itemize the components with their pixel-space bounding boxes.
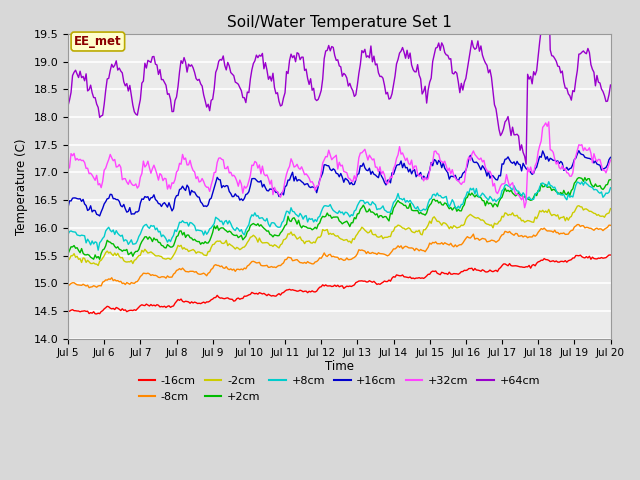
-16cm <box>64 308 72 314</box>
+16cm <box>64 204 72 210</box>
Line: +32cm: +32cm <box>68 122 611 208</box>
-16cm <box>393 272 401 278</box>
+32cm <box>542 120 550 126</box>
-2cm <box>94 263 102 268</box>
+64cm <box>391 73 399 79</box>
+32cm <box>391 163 399 168</box>
+32cm <box>64 166 72 172</box>
-16cm <box>166 304 174 310</box>
-16cm <box>607 252 614 258</box>
+32cm <box>373 164 381 170</box>
Line: +8cm: +8cm <box>68 182 611 250</box>
-16cm <box>404 275 412 280</box>
Legend: -16cm, -8cm, -2cm, +2cm, +8cm, +16cm, +32cm, +64cm: -16cm, -8cm, -2cm, +2cm, +8cm, +16cm, +3… <box>134 372 544 406</box>
-2cm <box>79 255 87 261</box>
+16cm <box>393 163 401 168</box>
+2cm <box>607 177 614 182</box>
+64cm <box>522 161 530 167</box>
+2cm <box>581 175 589 180</box>
-8cm <box>542 227 550 233</box>
Y-axis label: Temperature (C): Temperature (C) <box>15 138 28 235</box>
-8cm <box>79 281 87 287</box>
-8cm <box>393 245 401 251</box>
-8cm <box>166 274 174 280</box>
-16cm <box>79 308 87 314</box>
-8cm <box>404 245 412 251</box>
+16cm <box>575 148 582 154</box>
+16cm <box>166 204 174 210</box>
-16cm <box>374 281 382 287</box>
+64cm <box>373 61 381 67</box>
+2cm <box>542 181 550 187</box>
-2cm <box>166 257 174 263</box>
+8cm <box>79 233 87 239</box>
-8cm <box>607 222 614 228</box>
-8cm <box>573 222 581 228</box>
+8cm <box>607 185 614 191</box>
+8cm <box>94 247 102 253</box>
+64cm <box>607 82 614 88</box>
Text: EE_met: EE_met <box>74 35 122 48</box>
Line: +16cm: +16cm <box>68 151 611 216</box>
+2cm <box>96 256 104 262</box>
-2cm <box>404 225 412 231</box>
-8cm <box>374 250 382 256</box>
-2cm <box>575 203 582 209</box>
+8cm <box>581 179 589 185</box>
+2cm <box>79 251 87 256</box>
+64cm <box>79 73 87 79</box>
Line: -8cm: -8cm <box>68 225 611 288</box>
Line: +2cm: +2cm <box>68 178 611 259</box>
Line: -16cm: -16cm <box>68 255 611 314</box>
-2cm <box>542 208 550 214</box>
+2cm <box>404 205 412 211</box>
-16cm <box>93 311 100 317</box>
+64cm <box>64 103 72 108</box>
+32cm <box>545 119 552 125</box>
+16cm <box>542 156 550 162</box>
-2cm <box>64 258 72 264</box>
+64cm <box>165 91 173 96</box>
Title: Soil/Water Temperature Set 1: Soil/Water Temperature Set 1 <box>227 15 452 30</box>
+8cm <box>64 231 72 237</box>
+8cm <box>166 239 174 244</box>
+32cm <box>403 155 411 161</box>
+16cm <box>96 213 104 219</box>
+2cm <box>374 215 382 220</box>
+8cm <box>393 195 401 201</box>
-2cm <box>607 206 614 212</box>
+32cm <box>607 157 614 163</box>
-16cm <box>542 257 550 263</box>
+16cm <box>79 196 87 202</box>
+16cm <box>404 169 412 175</box>
+32cm <box>165 182 173 188</box>
-8cm <box>64 283 72 288</box>
-2cm <box>393 224 401 229</box>
+16cm <box>607 155 614 160</box>
-8cm <box>85 285 93 290</box>
+2cm <box>393 200 401 205</box>
X-axis label: Time: Time <box>324 360 354 373</box>
+16cm <box>374 175 382 180</box>
Line: -2cm: -2cm <box>68 206 611 265</box>
+8cm <box>542 183 550 189</box>
+2cm <box>64 251 72 257</box>
+32cm <box>521 205 529 211</box>
+64cm <box>403 48 411 53</box>
+2cm <box>166 244 174 250</box>
-2cm <box>374 234 382 240</box>
+8cm <box>374 206 382 212</box>
+32cm <box>79 157 87 163</box>
Line: +64cm: +64cm <box>68 0 611 164</box>
+8cm <box>404 199 412 205</box>
